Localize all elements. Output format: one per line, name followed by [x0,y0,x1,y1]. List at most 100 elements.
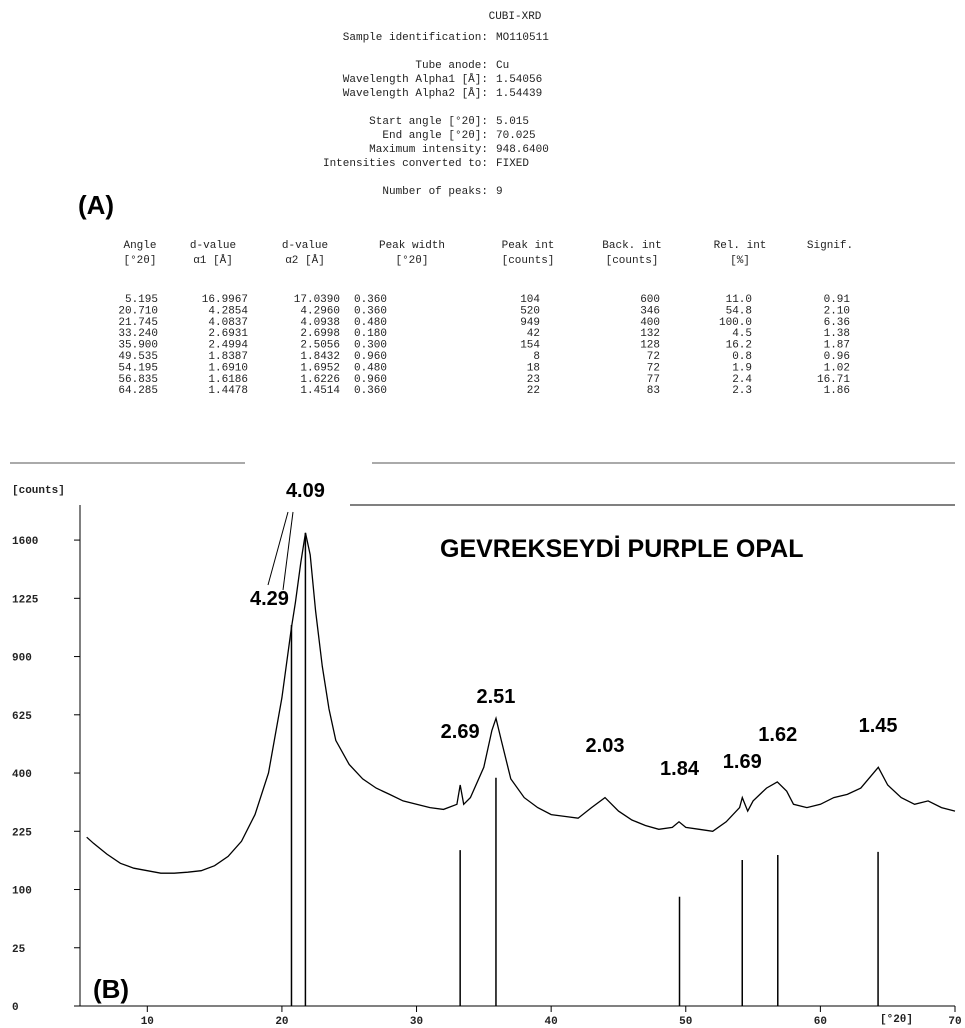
table-cell: 100.0 [719,317,752,329]
header-label: Wavelength Alpha1 [Å]: [343,73,488,86]
header-value: 5.015 [496,116,529,128]
table-cell: 4.0837 [208,317,248,329]
column-header: d-value [282,240,328,252]
table-cell: 2.6998 [300,328,340,340]
table-cell: 6.36 [824,317,850,329]
peak-label: 2.51 [476,686,515,708]
table-cell: 0.360 [354,305,387,317]
y-tick-label: 625 [12,711,32,723]
table-cell: 72 [647,362,660,374]
table-cell: 2.10 [824,305,850,317]
x-tick-label: 20 [275,1016,288,1028]
table-cell: 0.91 [824,294,851,306]
table-cell: 154 [520,340,540,352]
table-cell: 0.360 [354,385,387,397]
column-header: Back. int [602,240,661,252]
table-cell: 42 [527,328,540,340]
table-cell: 0.360 [354,294,387,306]
column-header: d-value [190,240,236,252]
peak-label: 4.29 [250,588,289,610]
table-cell: 2.5056 [300,340,340,352]
table-cell: 128 [640,340,660,352]
x-tick-label: 40 [545,1016,558,1028]
x-tick-label: 10 [141,1016,154,1028]
table-cell: 0.300 [354,340,387,352]
table-cell: 949 [520,317,540,329]
table-cell: 1.9 [732,362,752,374]
header-label: Maximum intensity: [369,144,488,156]
table-cell: 16.71 [817,374,850,386]
peak-label: 2.03 [586,735,625,757]
header-label: Wavelength Alpha2 [Å]: [343,87,488,100]
header-label: End angle [°2θ]: [382,130,488,142]
header-value: MO110511 [496,32,549,44]
peak-label: 1.45 [859,715,898,737]
x-tick-label: 50 [679,1016,692,1028]
table-cell: 77 [647,374,660,386]
table-cell: 18 [527,362,540,374]
y-tick-label: 225 [12,827,32,839]
table-cell: 1.6186 [208,374,248,386]
header-label: Tube anode: [415,60,488,72]
column-header: [%] [730,255,750,267]
table-cell: 346 [640,305,660,317]
header-value: FIXED [496,158,529,170]
y-tick-label: 1600 [12,536,38,548]
table-cell: 21.745 [118,317,158,329]
table-cell: 17.0390 [294,294,340,306]
x-tick-label: 60 [814,1016,827,1028]
table-cell: 4.2854 [208,305,248,317]
table-cell: 1.86 [824,385,850,397]
table-cell: 1.4478 [208,385,248,397]
table-cell: 56.835 [118,374,158,386]
table-cell: 35.900 [118,340,158,352]
y-tick-label: 0 [12,1002,19,1014]
table-cell: 0.480 [354,317,387,329]
column-header: Rel. int [714,240,767,252]
x-axis-label: [°2θ] [880,1014,913,1026]
table-cell: 2.4994 [208,340,248,352]
y-tick-label: 100 [12,886,32,898]
column-header: [°2θ] [395,255,428,267]
column-header: [°2θ] [123,255,156,267]
table-cell: 8 [533,351,540,363]
y-tick-label: 1225 [12,594,39,606]
header-label: Number of peaks: [382,186,488,198]
table-cell: 1.38 [824,328,850,340]
table-cell: 0.8 [732,351,752,363]
x-tick-label: 70 [948,1016,961,1028]
table-cell: 0.180 [354,328,387,340]
table-cell: 0.480 [354,362,387,374]
table-cell: 1.02 [824,362,850,374]
table-cell: 1.8387 [208,351,248,363]
program-name: CUBI-XRD [489,11,542,23]
header-value: 1.54056 [496,74,542,86]
header-value: 948.6400 [496,144,549,156]
peak-label: 1.62 [758,724,797,746]
table-cell: 11.0 [726,294,752,306]
x-tick-label: 30 [410,1016,423,1028]
chart-title: GEVREKSEYDİ PURPLE OPAL [440,535,804,563]
table-cell: 20.710 [118,305,158,317]
y-tick-label: 25 [12,944,26,956]
table-cell: 5.195 [125,294,158,306]
table-cell: 54.195 [118,362,158,374]
table-cell: 64.285 [118,385,158,397]
leader-line [282,511,294,591]
header-label: Start angle [°2θ]: [369,116,488,128]
table-cell: 33.240 [118,328,158,340]
panel-label: (A) [78,190,114,220]
table-cell: 1.6910 [208,362,248,374]
table-cell: 0.960 [354,351,387,363]
label-background [273,477,338,503]
column-header: [counts] [606,255,659,267]
column-header: α1 [Å] [193,254,233,267]
y-tick-label: 900 [12,653,32,665]
table-cell: 1.4514 [300,385,340,397]
column-header: Peak int [502,240,555,252]
table-cell: 0.96 [824,351,850,363]
table-cell: 132 [640,328,660,340]
table-cell: 22 [527,385,540,397]
trace [86,532,956,874]
